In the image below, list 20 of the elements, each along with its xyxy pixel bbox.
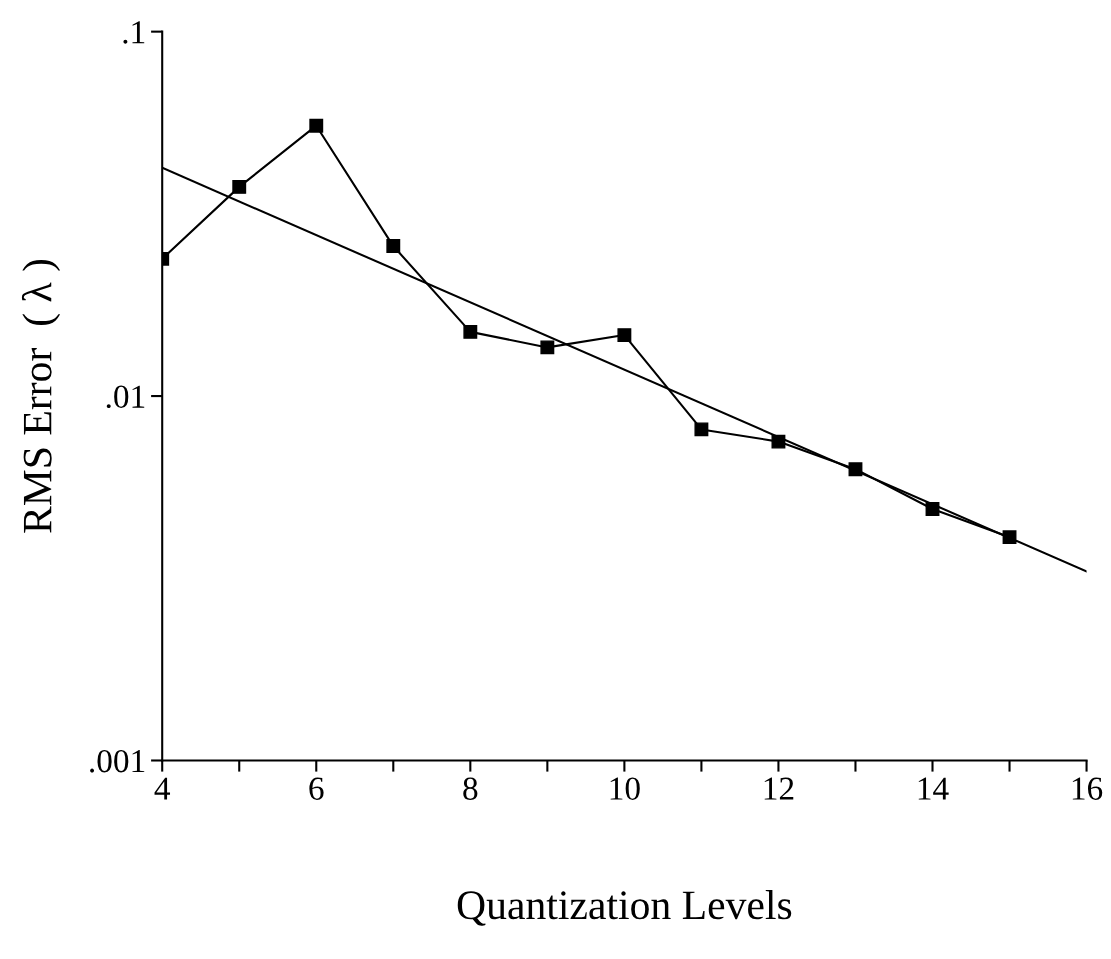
x-tick-label: 8 (463, 777, 478, 800)
y-tick-label: .1 (123, 21, 145, 44)
x-tick-label: 4 (154, 777, 171, 800)
point (617, 328, 632, 343)
x-tick-label: 16 (1072, 777, 1103, 800)
x-tick-label: 12 (764, 777, 794, 800)
x-axis-title: Quantization Levels (457, 890, 792, 926)
x-tick-label: 10 (610, 777, 640, 800)
y-tick-label: .001 (90, 749, 145, 773)
point (694, 422, 709, 437)
y-tick-label: .01 (106, 385, 145, 409)
point (386, 239, 401, 254)
point (232, 179, 247, 194)
point (309, 118, 324, 133)
y-axis-title: RMS Error ( λ ) (21, 259, 61, 533)
x-tick-label: 14 (918, 777, 949, 800)
x-tick-label: 6 (309, 777, 324, 800)
point (463, 324, 478, 339)
point (771, 434, 786, 449)
point (540, 340, 555, 355)
